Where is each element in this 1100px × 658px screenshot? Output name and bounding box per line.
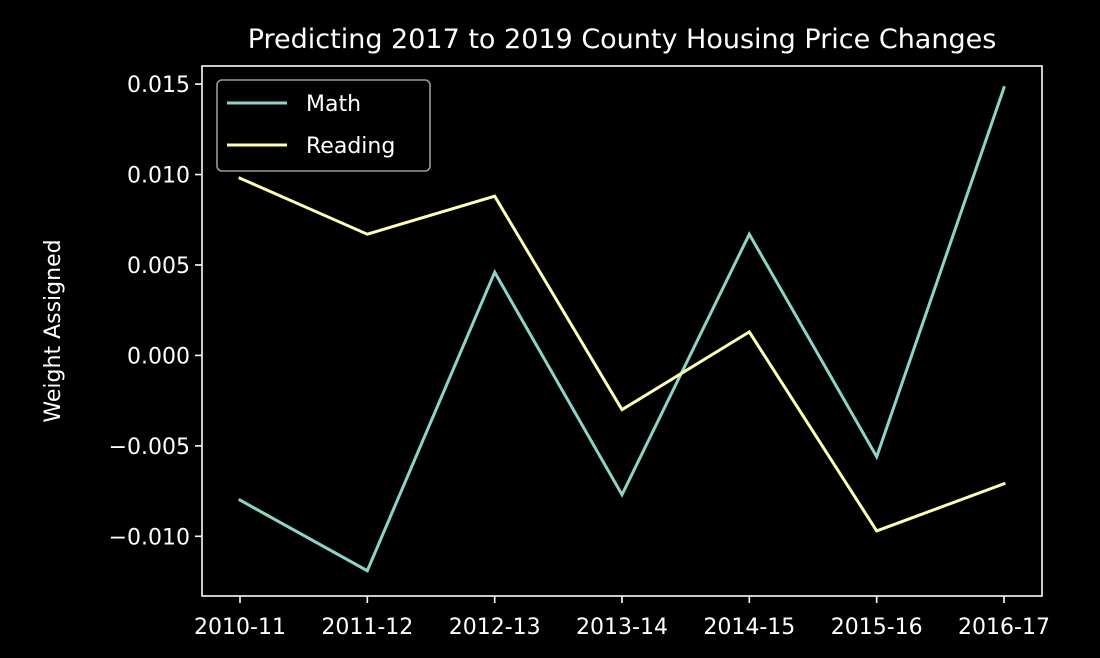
y-tick-label: 0.000: [127, 344, 190, 369]
series-line-reading: [238, 176, 1006, 533]
x-tick-label: 2012-13: [449, 615, 541, 640]
y-tick-label: 0.005: [127, 254, 190, 279]
x-tick-label: 2015-16: [831, 615, 923, 640]
x-tick-label: 2010-11: [194, 615, 286, 640]
y-tick-label: 0.010: [127, 164, 190, 189]
legend-label-math: Math: [306, 92, 361, 117]
x-tick-label: 2016-17: [958, 615, 1050, 640]
y-tick-label: 0.015: [127, 73, 190, 98]
series-line-math: [237, 85, 1006, 573]
series-lines: [237, 85, 1006, 573]
y-axis-ticks: −0.010 −0.005 0.000 0.005 0.010 0.015: [109, 73, 202, 550]
legend-label-reading: Reading: [306, 134, 395, 159]
chart-title: Predicting 2017 to 2019 County Housing P…: [248, 24, 997, 55]
x-tick-label: 2011-12: [321, 615, 413, 640]
y-tick-label: −0.010: [109, 525, 190, 550]
x-tick-label: 2013-14: [576, 615, 668, 640]
y-axis-label: Weight Assigned: [41, 239, 66, 422]
y-tick-label: −0.005: [109, 435, 190, 460]
x-tick-label: 2014-15: [703, 615, 795, 640]
x-axis-ticks: 2010-11 2011-12 2012-13 2013-14 2014-15 2015-…: [194, 596, 1050, 640]
legend: Math Reading: [216, 79, 431, 172]
